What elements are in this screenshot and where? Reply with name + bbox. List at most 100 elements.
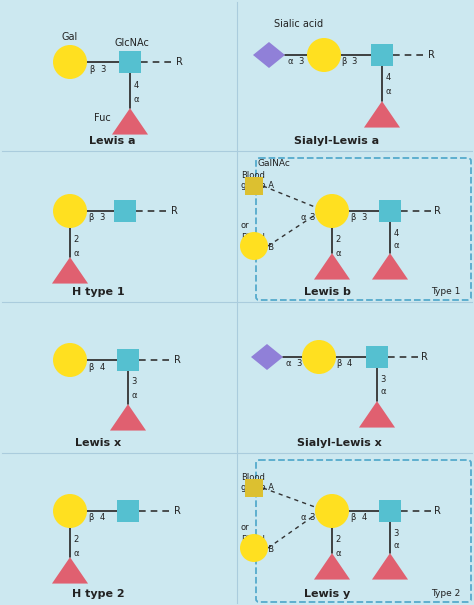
Text: 2: 2	[73, 235, 79, 244]
Polygon shape	[110, 404, 146, 431]
Text: β: β	[88, 214, 94, 223]
Bar	[245, 479, 263, 497]
Bar	[114, 200, 136, 222]
Text: Sialyl-Lewis x: Sialyl-Lewis x	[297, 438, 382, 448]
Bar	[379, 200, 401, 222]
Bar	[117, 349, 139, 371]
Polygon shape	[359, 401, 395, 428]
Text: R: R	[173, 506, 181, 516]
Text: GlcNAc: GlcNAc	[115, 38, 149, 48]
Text: or: or	[241, 523, 250, 532]
Text: β: β	[88, 514, 94, 523]
Polygon shape	[52, 257, 88, 284]
Text: 3: 3	[296, 359, 301, 368]
Circle shape	[315, 194, 349, 228]
Bar	[119, 51, 141, 73]
Text: α: α	[73, 249, 79, 258]
Circle shape	[240, 534, 268, 562]
Text: α: α	[385, 88, 391, 97]
Text: R: R	[171, 206, 177, 216]
Text: 4: 4	[133, 80, 138, 90]
Text: β: β	[350, 214, 356, 223]
Text: 3: 3	[351, 57, 357, 67]
Polygon shape	[112, 108, 148, 134]
Text: 3: 3	[380, 374, 386, 384]
Polygon shape	[314, 253, 350, 280]
Text: Fuc: Fuc	[94, 113, 110, 123]
Circle shape	[307, 38, 341, 72]
Text: 4: 4	[346, 359, 352, 368]
Bar	[379, 500, 401, 522]
Text: Sialic acid: Sialic acid	[274, 19, 324, 29]
Text: β: β	[88, 362, 94, 371]
Text: Type 2: Type 2	[431, 589, 461, 598]
Text: or: or	[241, 221, 250, 231]
Text: 3: 3	[100, 65, 106, 73]
Text: Type 1: Type 1	[431, 287, 461, 296]
Polygon shape	[52, 557, 88, 584]
Text: Gal: Gal	[62, 32, 78, 42]
Text: α: α	[393, 541, 399, 551]
Text: α: α	[133, 94, 139, 103]
Text: H type 1: H type 1	[72, 287, 124, 297]
Text: R: R	[420, 352, 428, 362]
Polygon shape	[364, 101, 400, 128]
Bar	[371, 44, 393, 66]
Bar	[245, 177, 263, 195]
Text: group B: group B	[241, 546, 274, 555]
Text: α: α	[287, 57, 293, 67]
Text: β: β	[89, 65, 95, 73]
Text: β: β	[350, 514, 356, 523]
Text: 3: 3	[361, 214, 367, 223]
Text: 3: 3	[100, 214, 105, 223]
Text: group A: group A	[241, 182, 274, 191]
Text: Blood: Blood	[241, 474, 265, 483]
Text: 3: 3	[298, 57, 304, 67]
Text: 4: 4	[100, 362, 105, 371]
Text: GalNAc: GalNAc	[258, 160, 291, 169]
Text: group A: group A	[241, 483, 274, 492]
Text: R: R	[428, 50, 435, 60]
Text: 3: 3	[310, 514, 315, 523]
Text: α: α	[380, 387, 386, 396]
Text: Lewis a: Lewis a	[89, 136, 135, 146]
Text: H type 2: H type 2	[72, 589, 124, 599]
Text: 3: 3	[131, 378, 137, 387]
Text: 2: 2	[73, 535, 79, 544]
Text: α: α	[300, 214, 306, 223]
Polygon shape	[253, 42, 285, 68]
Text: group B: group B	[241, 243, 274, 252]
Text: Sialyl-Lewis a: Sialyl-Lewis a	[294, 136, 380, 146]
Text: α: α	[73, 549, 79, 557]
Circle shape	[302, 340, 336, 374]
Text: Lewis y: Lewis y	[304, 589, 350, 599]
Text: Lewis x: Lewis x	[75, 438, 121, 448]
Polygon shape	[372, 553, 408, 580]
Text: 2: 2	[336, 235, 341, 244]
Polygon shape	[372, 253, 408, 280]
Text: 3: 3	[393, 529, 399, 537]
Text: β: β	[341, 57, 346, 67]
Text: Blood: Blood	[241, 171, 265, 180]
Circle shape	[53, 343, 87, 377]
Text: R: R	[434, 506, 440, 516]
Text: β: β	[337, 359, 342, 368]
Text: 4: 4	[100, 514, 105, 523]
Circle shape	[240, 232, 268, 260]
Circle shape	[315, 494, 349, 528]
Circle shape	[53, 45, 87, 79]
Text: Lewis b: Lewis b	[303, 287, 350, 297]
Bar	[366, 346, 388, 368]
Text: 4: 4	[385, 73, 391, 82]
Text: α: α	[285, 359, 291, 368]
Text: α: α	[335, 549, 341, 557]
Text: 3: 3	[310, 214, 315, 223]
Polygon shape	[314, 553, 350, 580]
Text: R: R	[434, 206, 440, 216]
Text: R: R	[175, 57, 182, 67]
Text: α: α	[300, 514, 306, 523]
Bar	[117, 500, 139, 522]
Text: Blood: Blood	[241, 234, 265, 243]
Text: α: α	[335, 249, 341, 258]
Text: α: α	[131, 390, 137, 399]
